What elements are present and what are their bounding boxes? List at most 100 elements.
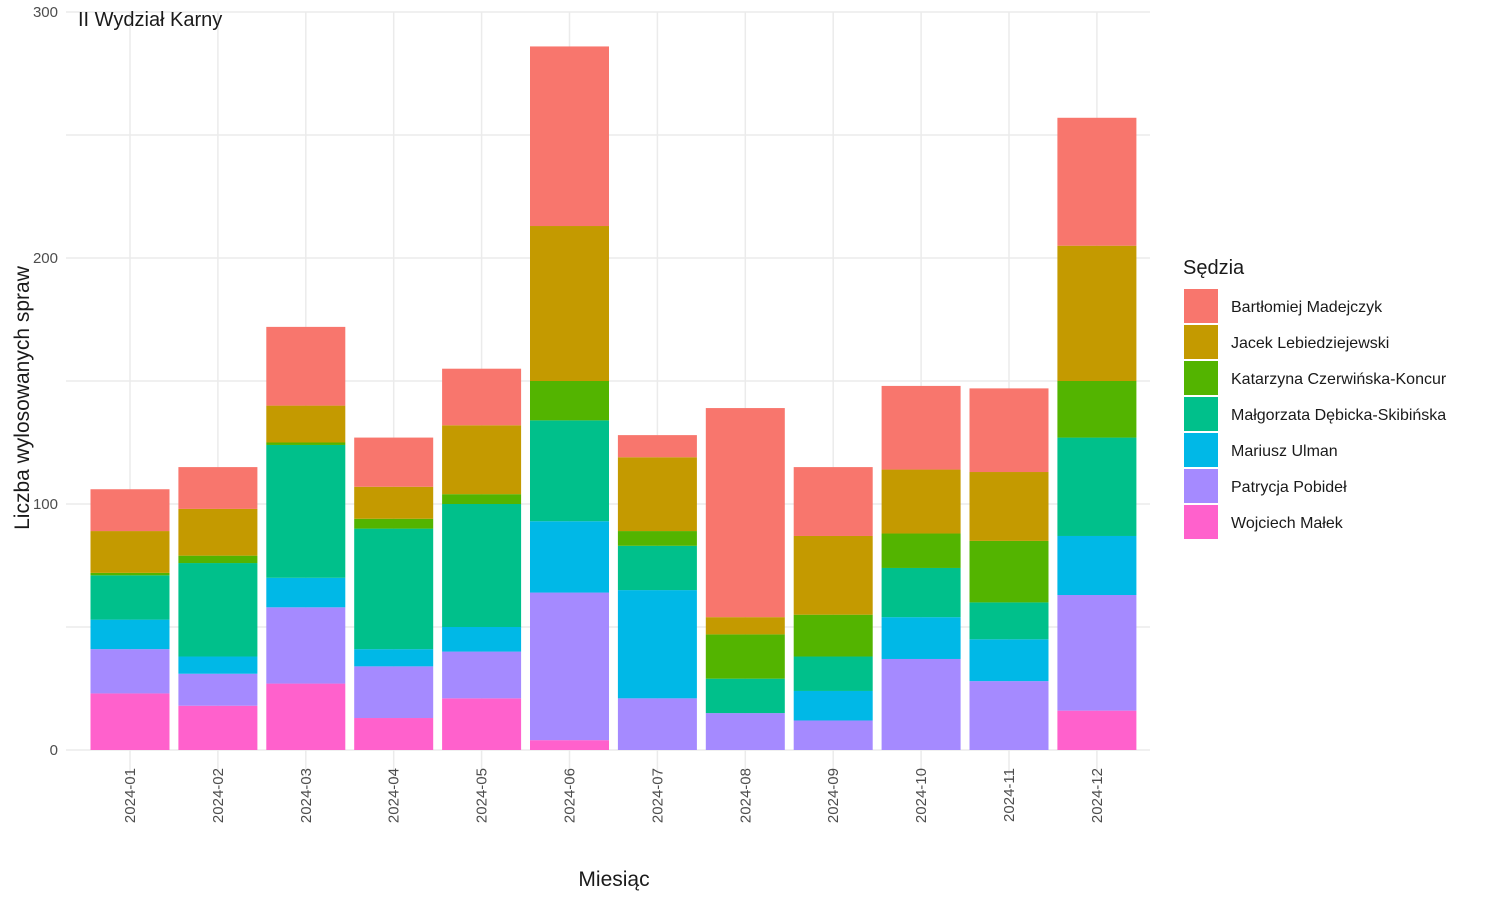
- bar-segment: [178, 555, 258, 564]
- bar-segment: [90, 575, 170, 620]
- bar-segment: [881, 567, 961, 618]
- legend-swatch: [1184, 433, 1218, 467]
- bar-segment: [1057, 535, 1137, 596]
- bar-segment: [178, 508, 258, 556]
- bar-segment: [354, 486, 434, 519]
- bar-segment: [1057, 245, 1137, 381]
- chart-title: II Wydział Karny: [78, 9, 222, 31]
- legend-swatch: [1184, 397, 1218, 431]
- legend-label: Wojciech Małek: [1231, 515, 1344, 532]
- bar-segment: [266, 577, 346, 608]
- x-tick-label: 2024-07: [649, 768, 666, 823]
- bar-segment: [617, 435, 697, 458]
- x-tick-label: 2024-03: [298, 768, 315, 823]
- bar-segment: [266, 607, 346, 684]
- bar-segment: [793, 535, 873, 615]
- bar-segment: [266, 683, 346, 750]
- bar-segment: [881, 617, 961, 659]
- bar-stack-2024-04: [354, 437, 434, 750]
- bar-segment: [90, 572, 170, 576]
- bar-stack-2024-08: [705, 408, 785, 750]
- bar-stack-2024-01: [90, 489, 170, 750]
- bar-segment: [793, 690, 873, 721]
- bars-layer: [90, 46, 1137, 750]
- bar-segment: [705, 634, 785, 679]
- bar-segment: [178, 705, 258, 750]
- bar-segment: [354, 518, 434, 529]
- bar-segment: [354, 437, 434, 487]
- bar-segment: [1057, 710, 1137, 750]
- bar-segment: [793, 614, 873, 657]
- bar-segment: [881, 533, 961, 568]
- y-tick-label: 300: [33, 4, 58, 21]
- bar-stack-2024-09: [793, 467, 873, 750]
- bar-segment: [793, 467, 873, 536]
- bar-stack-2024-06: [530, 46, 609, 750]
- y-tick-label: 200: [33, 250, 58, 267]
- legend-swatch: [1184, 361, 1218, 395]
- bar-segment: [442, 504, 522, 627]
- bar-stack-2024-11: [969, 388, 1049, 750]
- bar-segment: [178, 656, 258, 674]
- x-tick-label: 2024-10: [913, 768, 930, 823]
- bar-segment: [530, 592, 609, 741]
- bar-segment: [530, 740, 609, 750]
- bar-stack-2024-05: [442, 368, 522, 750]
- bar-segment: [705, 408, 785, 618]
- bar-segment: [354, 718, 434, 750]
- legend-label: Mariusz Ulman: [1231, 443, 1338, 460]
- legend-label: Bartłomiej Madejczyk: [1231, 299, 1383, 316]
- bar-segment: [969, 472, 1049, 541]
- bar-segment: [442, 698, 522, 750]
- legend-item: Jacek Lebiedziejewski: [1184, 325, 1389, 359]
- y-tick-label: 0: [50, 742, 58, 759]
- bar-segment: [530, 46, 609, 227]
- x-tick-label: 2024-06: [562, 768, 579, 823]
- bar-segment: [530, 226, 609, 381]
- y-axis-title: Liczba wylosowanych spraw: [11, 265, 34, 530]
- legend-item: Katarzyna Czerwińska-Koncur: [1184, 361, 1447, 395]
- bar-segment: [530, 521, 609, 593]
- legend-swatch: [1184, 325, 1218, 359]
- y-tick-label: 100: [33, 496, 58, 513]
- legend-swatch: [1184, 505, 1218, 539]
- bar-segment: [705, 713, 785, 750]
- legend-label: Małgorzata Dębicka-Skibińska: [1231, 407, 1446, 424]
- bar-segment: [442, 494, 522, 504]
- bar-segment: [969, 681, 1049, 750]
- bar-segment: [1057, 381, 1137, 438]
- bar-segment: [969, 602, 1049, 640]
- bar-segment: [178, 673, 258, 706]
- x-axis-title: Miesiąc: [578, 868, 649, 891]
- bar-stack-2024-12: [1057, 117, 1137, 750]
- legend-label: Katarzyna Czerwińska-Koncur: [1231, 371, 1447, 388]
- bar-segment: [617, 545, 697, 591]
- bar-segment: [617, 457, 697, 532]
- legend-label: Patrycja Pobideł: [1231, 479, 1347, 496]
- legend-swatch: [1184, 469, 1218, 503]
- bar-segment: [969, 388, 1049, 473]
- legend-item: Bartłomiej Madejczyk: [1184, 289, 1383, 323]
- bar-stack-2024-10: [881, 385, 961, 750]
- bar-segment: [881, 385, 961, 470]
- x-tick-label: 2024-04: [386, 768, 403, 823]
- bar-segment: [705, 617, 785, 635]
- bar-segment: [881, 658, 961, 750]
- x-tick-label: 2024-11: [1001, 768, 1018, 822]
- x-tick-label: 2024-08: [737, 768, 754, 823]
- bar-segment: [1057, 595, 1137, 711]
- legend-item: Patrycja Pobideł: [1184, 469, 1347, 503]
- bar-segment: [530, 420, 609, 522]
- y-tick-labels: 0 100 200 300: [33, 4, 58, 759]
- bar-segment: [442, 627, 522, 652]
- bar-segment: [266, 326, 346, 406]
- legend: Sędzia Bartłomiej Madejczyk Jacek Lebiedz…: [1183, 257, 1447, 539]
- bar-segment: [354, 666, 434, 719]
- bar-segment: [617, 698, 697, 750]
- bar-segment: [442, 368, 522, 426]
- x-tick-label: 2024-09: [825, 768, 842, 823]
- legend-items: Bartłomiej Madejczyk Jacek Lebiedziejewsk…: [1184, 289, 1447, 539]
- bar-segment: [617, 531, 697, 546]
- bar-segment: [266, 442, 346, 445]
- bar-segment: [90, 649, 170, 694]
